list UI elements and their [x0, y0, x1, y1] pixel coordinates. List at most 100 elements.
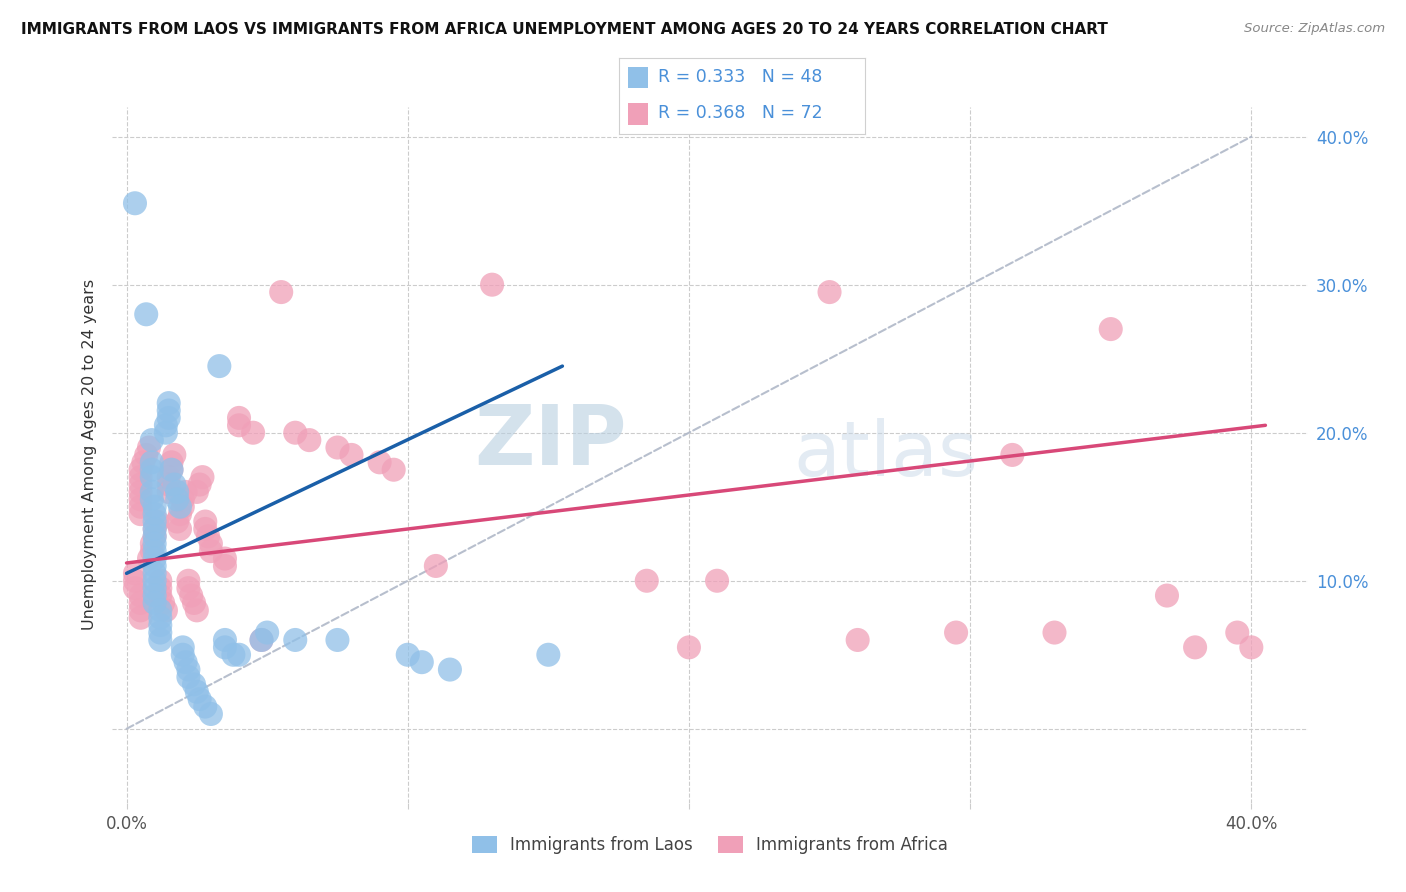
Text: R = 0.333   N = 48: R = 0.333 N = 48 — [658, 68, 823, 86]
Point — [157, 396, 180, 410]
Point — [177, 574, 200, 588]
Point — [129, 507, 152, 521]
Point — [138, 551, 160, 566]
Point — [188, 477, 211, 491]
Point — [284, 425, 307, 440]
Point — [270, 285, 292, 299]
Point — [143, 544, 166, 558]
Point — [143, 529, 166, 543]
Point — [157, 411, 180, 425]
Point — [149, 618, 172, 632]
Point — [174, 655, 197, 669]
Point — [846, 632, 869, 647]
Point — [129, 470, 152, 484]
Point — [143, 500, 166, 514]
Point — [155, 418, 177, 433]
Point — [1240, 640, 1263, 655]
Point — [177, 581, 200, 595]
Point — [242, 425, 264, 440]
Point — [129, 492, 152, 507]
Point — [368, 455, 391, 469]
Point — [124, 574, 146, 588]
Point — [188, 692, 211, 706]
Point — [143, 515, 166, 529]
Point — [163, 477, 186, 491]
Point — [411, 655, 433, 669]
Point — [200, 544, 222, 558]
Point — [129, 484, 152, 499]
Point — [166, 515, 188, 529]
Point — [200, 706, 222, 721]
Point — [706, 574, 728, 588]
Point — [1043, 625, 1066, 640]
Point — [155, 425, 177, 440]
Point — [143, 529, 166, 543]
Point — [143, 558, 166, 573]
Point — [143, 551, 166, 566]
FancyBboxPatch shape — [628, 67, 648, 88]
Y-axis label: Unemployment Among Ages 20 to 24 years: Unemployment Among Ages 20 to 24 years — [82, 279, 97, 631]
Point — [129, 596, 152, 610]
Point — [177, 663, 200, 677]
Point — [157, 470, 180, 484]
Point — [186, 603, 208, 617]
Point — [326, 441, 349, 455]
Point — [194, 515, 217, 529]
Point — [143, 581, 166, 595]
Point — [141, 484, 163, 499]
Point — [149, 589, 172, 603]
Point — [149, 581, 172, 595]
Point — [191, 470, 214, 484]
Point — [138, 441, 160, 455]
Point — [298, 433, 321, 447]
Point — [180, 589, 202, 603]
Text: ZIP: ZIP — [474, 401, 627, 482]
Point — [194, 699, 217, 714]
Point — [678, 640, 700, 655]
Point — [129, 589, 152, 603]
Point — [141, 433, 163, 447]
Point — [228, 411, 250, 425]
Point — [636, 574, 658, 588]
Point — [284, 632, 307, 647]
Point — [214, 640, 236, 655]
Point — [124, 566, 146, 581]
Point — [149, 611, 172, 625]
Text: Source: ZipAtlas.com: Source: ZipAtlas.com — [1244, 22, 1385, 36]
Point — [1001, 448, 1024, 462]
Point — [200, 537, 222, 551]
Point — [169, 500, 191, 514]
Point — [1226, 625, 1249, 640]
Point — [157, 477, 180, 491]
Point — [194, 522, 217, 536]
Point — [124, 196, 146, 211]
Point — [945, 625, 967, 640]
Point — [141, 492, 163, 507]
Point — [166, 484, 188, 499]
Point — [1099, 322, 1122, 336]
Point — [326, 632, 349, 647]
Point — [149, 632, 172, 647]
Point — [177, 670, 200, 684]
Text: R = 0.368   N = 72: R = 0.368 N = 72 — [658, 103, 823, 121]
Point — [160, 455, 183, 469]
Point — [141, 470, 163, 484]
Point — [340, 448, 363, 462]
Point — [149, 625, 172, 640]
Point — [124, 581, 146, 595]
Point — [1156, 589, 1178, 603]
Point — [197, 529, 219, 543]
Point — [149, 603, 172, 617]
Point — [129, 477, 152, 491]
Point — [382, 463, 405, 477]
Point — [141, 455, 163, 469]
Point — [135, 307, 157, 321]
Point — [172, 500, 194, 514]
Point — [152, 596, 174, 610]
Point — [183, 677, 205, 691]
Point — [1184, 640, 1206, 655]
Point — [256, 625, 278, 640]
Point — [169, 507, 191, 521]
Point — [143, 566, 166, 581]
Point — [481, 277, 503, 292]
